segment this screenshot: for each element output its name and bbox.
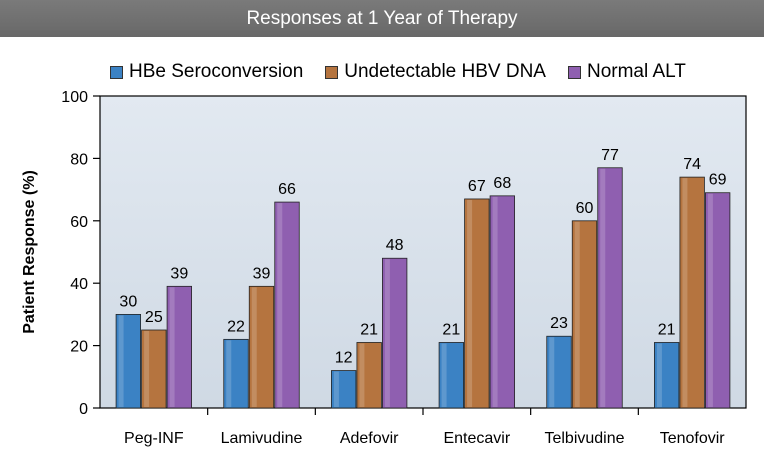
bar-hbe-seroconversion — [223, 338, 249, 409]
data-label: 74 — [683, 156, 701, 173]
data-label: 66 — [278, 181, 296, 198]
bar-hbe-seroconversion — [438, 342, 464, 409]
data-label: 67 — [468, 178, 486, 195]
bar-hbe-seroconversion — [654, 342, 680, 409]
bar-normal-alt — [597, 167, 623, 409]
legend-swatch-normal-alt — [567, 65, 581, 79]
x-tick-label: Telbivudine — [544, 430, 624, 447]
data-label: 60 — [576, 200, 594, 217]
bar-highlight — [441, 343, 447, 407]
x-tick-label: Peg-INF — [124, 430, 184, 447]
legend-item-undetectable-hbv-dna: Undetectable HBV DNA — [325, 61, 546, 83]
bar-undetectable-hbv-dna — [464, 198, 490, 409]
data-label: 69 — [709, 172, 727, 189]
bar-normal-alt — [489, 195, 515, 409]
x-tick-label: Entecavir — [443, 430, 510, 447]
bar-hbe-seroconversion — [546, 335, 572, 409]
data-label: 21 — [442, 321, 460, 338]
plot-area — [99, 95, 747, 409]
data-label: 39 — [253, 265, 271, 282]
legend-item-normal-alt: Normal ALT — [567, 61, 686, 83]
data-label: 21 — [658, 321, 676, 338]
bar-highlight — [277, 203, 283, 407]
bar-highlight — [144, 331, 150, 407]
y-tick-label: 100 — [61, 89, 88, 106]
y-tick-label: 40 — [70, 276, 88, 293]
chart-title: Responses at 1 Year of Therapy — [0, 0, 764, 37]
data-label: 68 — [493, 175, 511, 192]
legend: HBe Seroconversion Undetectable HBV DNA … — [110, 60, 708, 84]
y-tick-label: 80 — [70, 151, 88, 168]
data-label: 77 — [601, 147, 619, 164]
legend-swatch-undetectable-hbv-dna — [325, 65, 339, 79]
bar-normal-alt — [166, 285, 192, 409]
bar-undetectable-hbv-dna — [571, 220, 598, 409]
bar-hbe-seroconversion — [331, 370, 357, 409]
bar-highlight — [656, 343, 662, 407]
data-label: 21 — [360, 321, 378, 338]
bar-normal-alt — [274, 201, 300, 409]
x-tick-label: Lamivudine — [221, 430, 303, 447]
legend-swatch-hbe-seroconversion — [110, 65, 123, 79]
bar-highlight — [226, 340, 232, 407]
bar-hbe-seroconversion — [115, 313, 141, 409]
bar-highlight — [118, 315, 124, 407]
data-label: 48 — [386, 237, 404, 254]
legend-item-hbe-seroconversion: HBe Seroconversion — [110, 61, 303, 83]
bar-undetectable-hbv-dna — [679, 176, 705, 409]
data-label: 12 — [335, 350, 353, 367]
bar-highlight — [707, 193, 713, 407]
bar-highlight — [384, 259, 390, 407]
bar-highlight — [600, 168, 606, 407]
bar-undetectable-hbv-dna — [248, 285, 275, 409]
bar-normal-alt — [382, 257, 408, 409]
bar-highlight — [682, 178, 688, 407]
bar-highlight — [251, 287, 257, 407]
legend-label-hbe-seroconversion: HBe Seroconversion — [129, 61, 304, 82]
data-label: 23 — [550, 315, 568, 332]
bar-undetectable-hbv-dna — [356, 342, 382, 409]
data-label: 39 — [170, 265, 188, 282]
y-tick-label: 60 — [70, 214, 88, 231]
bar-undetectable-hbv-dna — [141, 329, 167, 409]
legend-label-normal-alt: Normal ALT — [586, 61, 686, 82]
bar-highlight — [333, 371, 339, 407]
bar-highlight — [492, 196, 498, 407]
legend-label-undetectable-hbv-dna: Undetectable HBV DNA — [344, 61, 546, 82]
data-label: 30 — [119, 293, 137, 310]
bar-normal-alt — [705, 192, 731, 409]
bar-highlight — [549, 337, 555, 407]
data-label: 22 — [227, 318, 245, 335]
bar-highlight — [467, 199, 473, 407]
bar-highlight — [169, 287, 175, 407]
data-label: 25 — [145, 309, 163, 326]
x-tick-label: Tenofovir — [660, 430, 726, 447]
y-tick-label: 20 — [70, 339, 88, 356]
x-tick-label: Adefovir — [340, 430, 399, 447]
y-tick-label: 0 — [79, 401, 88, 418]
bar-highlight — [359, 343, 365, 407]
bar-highlight — [574, 221, 580, 407]
